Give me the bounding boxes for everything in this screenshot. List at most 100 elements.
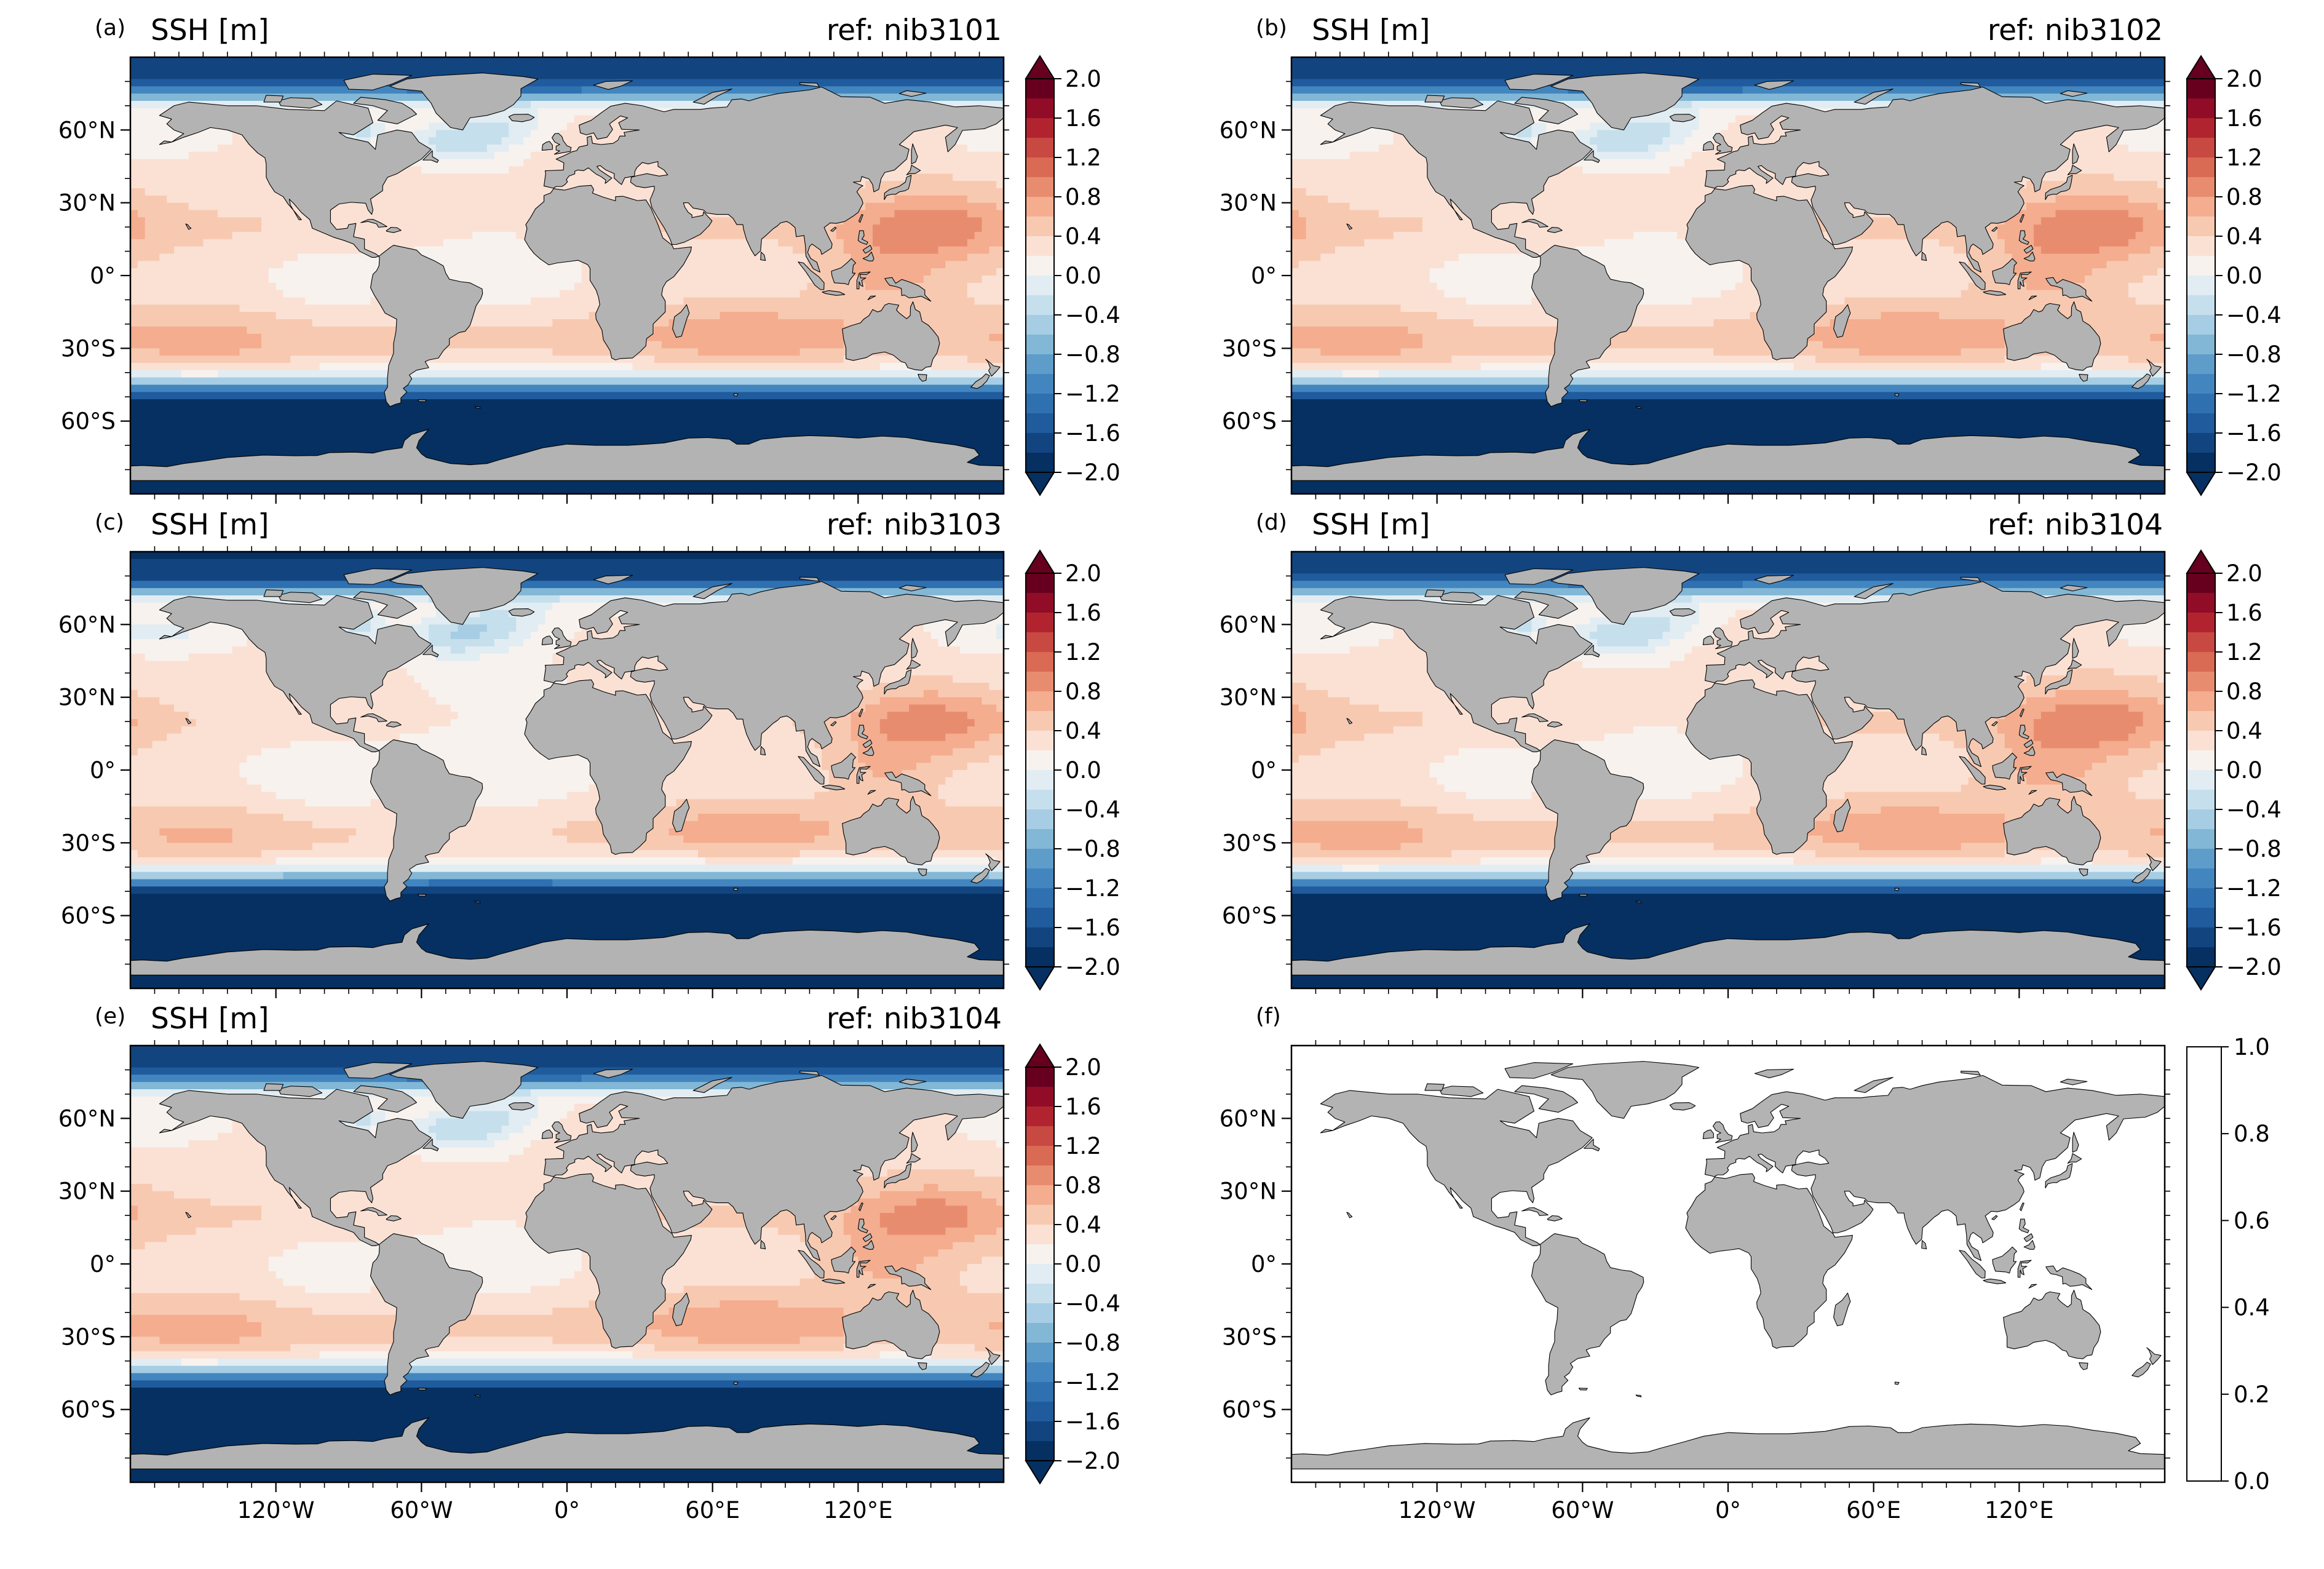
ssh-cell xyxy=(836,224,874,234)
ssh-cell xyxy=(2040,217,2144,226)
colorbar-segment xyxy=(1026,927,1054,948)
ssh-cell xyxy=(130,843,314,852)
ssh-cell xyxy=(2012,268,2094,277)
lon-tick-label: 60°W xyxy=(1551,1497,1614,1523)
ssh-cell xyxy=(1422,835,1825,844)
ssh-cell xyxy=(1291,835,1424,844)
ssh-cell xyxy=(851,268,933,277)
colorbar-segment xyxy=(1026,354,1054,375)
ssh-cell xyxy=(130,1351,322,1360)
colorbar-tick-label: 1.6 xyxy=(1065,105,1101,132)
landmass-africa xyxy=(525,1174,691,1348)
landmass-timor xyxy=(2029,1284,2037,1288)
ssh-cell xyxy=(1662,137,1686,146)
colorbar-segment xyxy=(2187,394,2215,414)
ssh-cell xyxy=(137,719,197,728)
ssh-cell xyxy=(945,704,998,713)
ssh-cell xyxy=(720,1300,780,1309)
ssh-cell xyxy=(967,239,1004,248)
ssh-cell xyxy=(974,232,1004,241)
ssh-cell xyxy=(261,1329,664,1338)
ssh-cell xyxy=(989,246,1004,255)
colorbar-segment xyxy=(1026,1205,1054,1225)
colorbar: 2.0 1.6 1.2 0.8 0.4 0.0 −0.4 −0.8 −1.2 −1.6 −2.0 xyxy=(1025,549,1120,991)
ssh-cell xyxy=(130,326,248,336)
lat-tick-label: 30°N xyxy=(1220,190,1277,216)
landmass-ellesmere-island xyxy=(1505,74,1572,90)
ssh-cell xyxy=(130,239,205,248)
landmass-tasmania xyxy=(918,1363,927,1370)
landmass-sulawesi xyxy=(857,1260,870,1277)
colorbar-segment xyxy=(1026,1126,1054,1146)
landmass-philippines-visayas xyxy=(2024,245,2033,253)
colorbar-segment xyxy=(2187,453,2215,473)
ssh-cell xyxy=(421,1337,554,1346)
ssh-cell xyxy=(2092,268,2159,277)
ssh-cell xyxy=(2114,624,2165,634)
ssh-cell xyxy=(654,326,867,336)
ssh-cell xyxy=(130,341,263,350)
ssh-cell xyxy=(436,1118,510,1127)
ssh-cell xyxy=(159,253,299,263)
ssh-cell xyxy=(137,1213,263,1222)
colorbar-tick-label: 0.0 xyxy=(1065,1251,1101,1277)
landmass-baffin-island xyxy=(354,1086,417,1112)
ssh-cell xyxy=(130,333,263,343)
lat-tick-label: 30°N xyxy=(1220,685,1277,711)
ssh-cell xyxy=(1582,151,1657,161)
lat-tick-label: 60°S xyxy=(1222,1397,1277,1423)
colorbar-tick-label: 0.8 xyxy=(1065,184,1101,210)
ssh-cell xyxy=(130,1213,140,1222)
ssh-cell xyxy=(1546,617,1592,626)
landmass-timor xyxy=(868,1284,876,1288)
landmass-alaska-peninsula xyxy=(159,141,172,145)
ssh-cell xyxy=(1291,188,1308,197)
ssh-cell xyxy=(159,1337,241,1346)
ssh-cell xyxy=(414,130,438,139)
landmass-svalbard xyxy=(1755,1069,1793,1078)
ssh-cell xyxy=(130,792,278,801)
ssh-cell xyxy=(683,835,816,844)
colorbar-extend-max xyxy=(2186,55,2216,79)
colorbar-segment xyxy=(2187,335,2215,355)
landmass-australia xyxy=(2004,302,2101,371)
colorbar-tick-label: 2.0 xyxy=(1065,560,1101,587)
landmass-ellesmere-island xyxy=(344,569,411,585)
ssh-cell xyxy=(130,850,140,859)
ssh-cell xyxy=(2012,763,2094,772)
ssh-cell xyxy=(443,239,547,248)
ssh-cell xyxy=(305,297,372,306)
landmass-new-zealand-south xyxy=(971,868,989,883)
landmass-philippines-mindanao xyxy=(2024,252,2035,261)
colorbar-segment xyxy=(2187,177,2215,197)
panel-d: 60°N 30°N 0° 30°S 60°S (d) SSH [m] ref: nib3104… xyxy=(1220,508,2282,998)
ssh-cell xyxy=(130,1249,285,1258)
landmass-banks-island xyxy=(1425,95,1445,102)
ssh-cell xyxy=(1830,319,2007,328)
landmass-south-america xyxy=(1532,1234,1644,1395)
colorbar-tick-label: −1.6 xyxy=(2226,420,2282,447)
ssh-cell xyxy=(167,733,402,743)
ssh-cell xyxy=(2034,232,2138,241)
ssh-cell xyxy=(989,333,1004,343)
ssh-cell xyxy=(1335,741,1577,750)
ssh-cell xyxy=(1291,399,2165,408)
landmass-ireland xyxy=(542,141,552,151)
landmass-sulawesi xyxy=(2018,1260,2031,1277)
ssh-cell xyxy=(894,195,969,205)
ssh-cell xyxy=(130,828,161,837)
landmass-south-georgia xyxy=(475,901,480,903)
landmass-kerguelen xyxy=(1895,1382,1899,1384)
colorbar-tick-label: 0.8 xyxy=(2226,184,2263,210)
landmass-new-zealand-south xyxy=(2132,374,2151,389)
panel-f: 60°N 30°N 0° 30°S 60°S 120°W 60°W 0° 60°E 120°E (f… xyxy=(1220,1004,2270,1523)
landmass-hispaniola xyxy=(386,722,401,728)
lat-tick-label: 0° xyxy=(90,757,116,784)
ssh-cell xyxy=(1815,820,2028,830)
ssh-cell xyxy=(2012,755,2108,765)
colorbar-segment xyxy=(2187,315,2215,335)
ssh-cell xyxy=(2157,697,2165,706)
landmass-newfoundland xyxy=(423,1139,438,1151)
ssh-cell xyxy=(130,1183,154,1193)
lat-tick-label: 60°S xyxy=(61,1397,116,1423)
